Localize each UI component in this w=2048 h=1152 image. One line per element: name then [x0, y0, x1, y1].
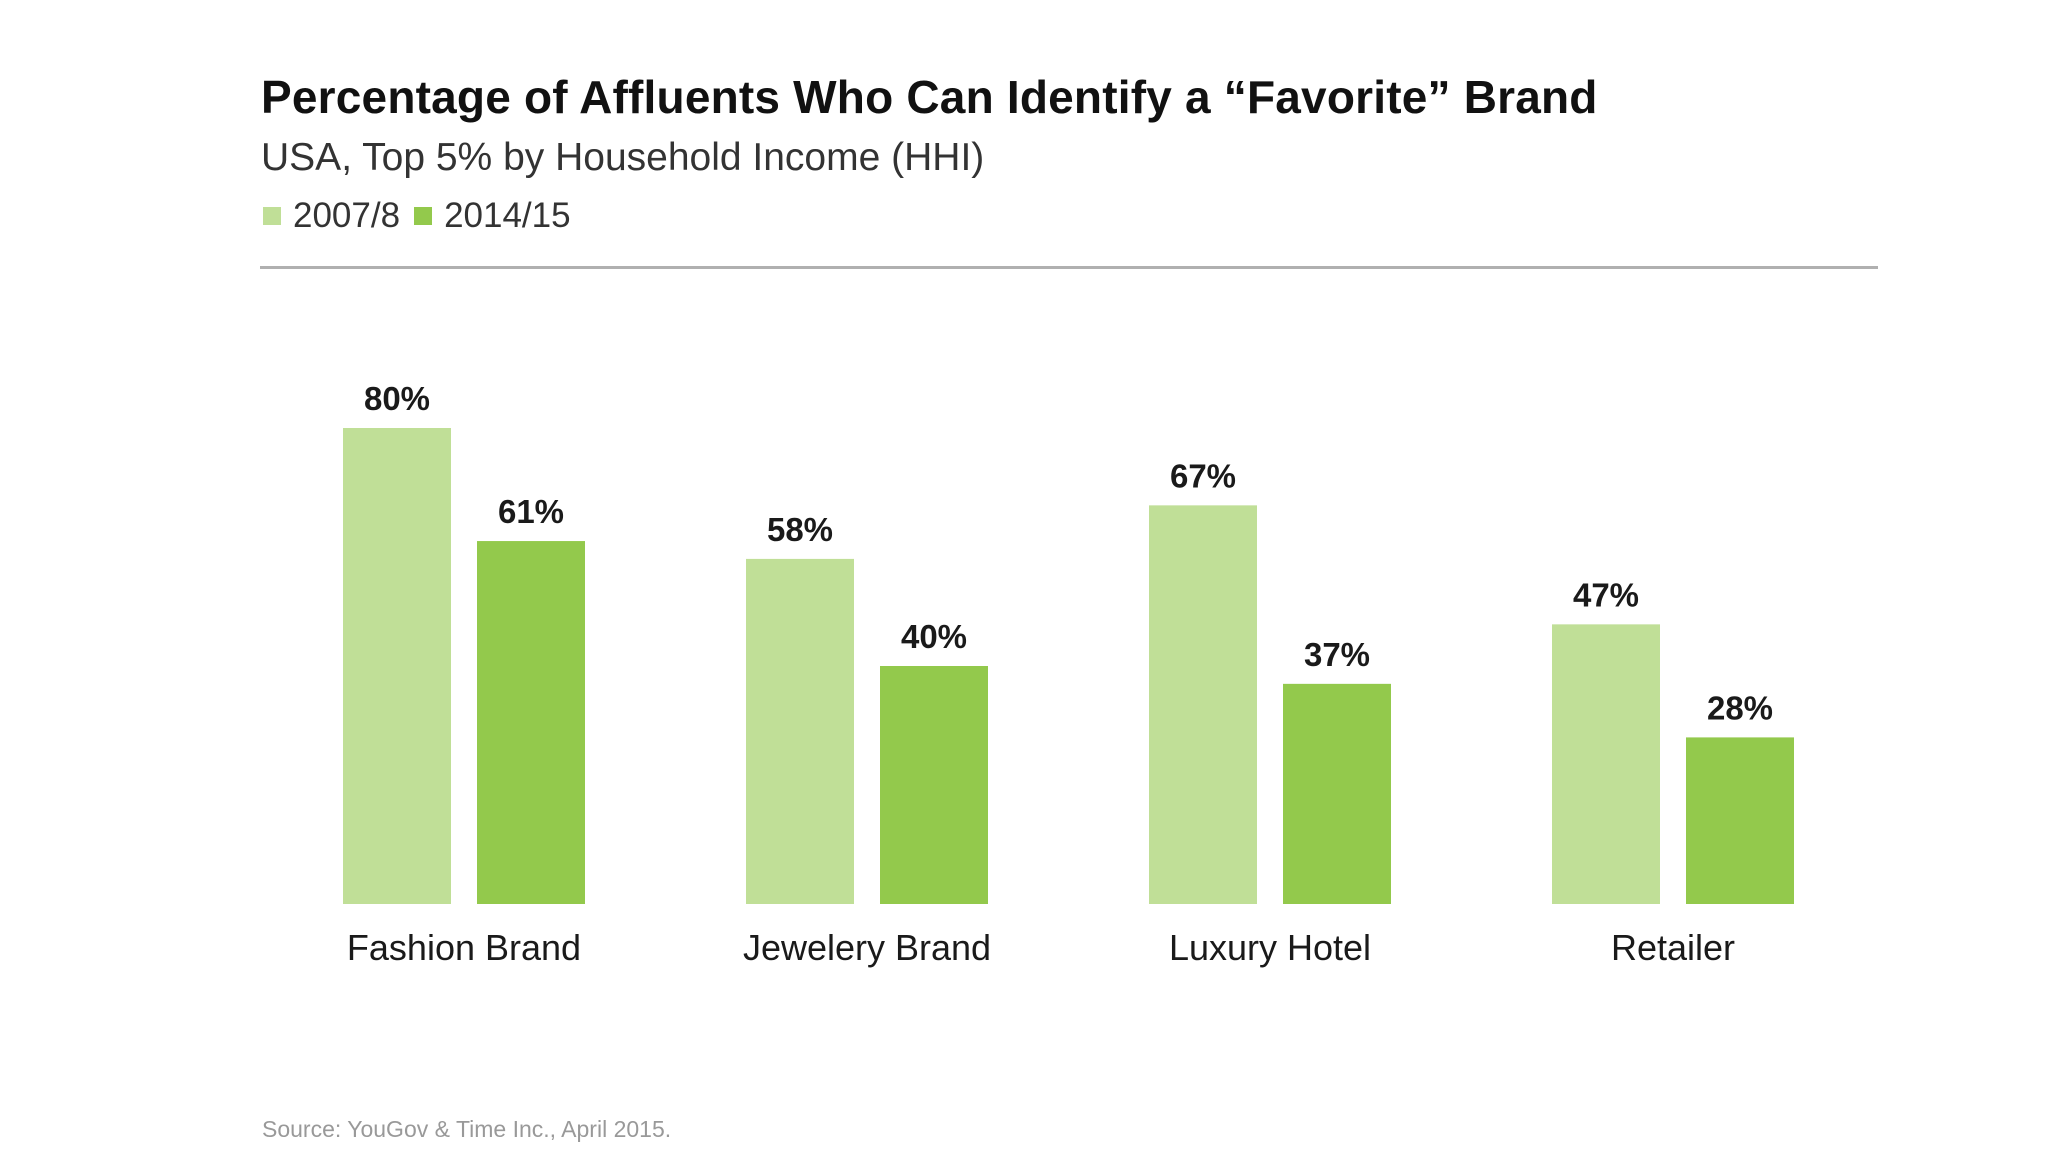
source-note: Source: YouGov & Time Inc., April 2015.: [262, 1116, 672, 1142]
bar-series-1-luxury-hotel: [1149, 505, 1257, 904]
data-label-series-1-jewelery-brand: 58%: [767, 511, 833, 548]
legend: 2007/8 2014/15: [263, 196, 585, 236]
category-label-luxury-hotel: Luxury Hotel: [1169, 927, 1371, 968]
bar-series-2-fashion-brand: [477, 541, 585, 904]
legend-item-series-1: 2007/8: [263, 196, 400, 236]
chart-subtitle: USA, Top 5% by Household Income (HHI): [261, 136, 985, 179]
bar-series-1-fashion-brand: [343, 428, 451, 904]
chart-title: Percentage of Affluents Who Can Identify…: [261, 71, 1598, 123]
data-label-series-2-retailer: 28%: [1707, 689, 1773, 726]
header-divider: [260, 266, 1878, 269]
bar-series-2-jewelery-brand: [880, 666, 988, 904]
legend-swatch-series-2: [414, 207, 433, 225]
legend-swatch-series-1: [263, 207, 281, 225]
category-label-jewelery-brand: Jewelery Brand: [743, 927, 991, 968]
bar-series-1-retailer: [1552, 624, 1660, 904]
bar-series-1-jewelery-brand: [746, 558, 854, 904]
data-label-series-1-retailer: 47%: [1573, 576, 1639, 613]
data-label-series-2-jewelery-brand: 40%: [901, 618, 967, 655]
data-label-series-1-fashion-brand: 80%: [364, 380, 430, 417]
data-label-series-2-fashion-brand: 61%: [498, 493, 564, 530]
legend-label-series-1: 2007/8: [293, 196, 401, 235]
data-label-series-2-luxury-hotel: 37%: [1304, 636, 1370, 673]
legend-label-series-2: 2014/15: [444, 196, 571, 235]
category-label-fashion-brand: Fashion Brand: [347, 927, 581, 968]
data-label-series-1-luxury-hotel: 67%: [1170, 457, 1236, 494]
legend-item-series-2: 2014/15: [414, 196, 571, 236]
bar-series-2-retailer: [1686, 737, 1794, 904]
bar-series-2-luxury-hotel: [1283, 683, 1391, 904]
category-label-retailer: Retailer: [1611, 927, 1735, 968]
